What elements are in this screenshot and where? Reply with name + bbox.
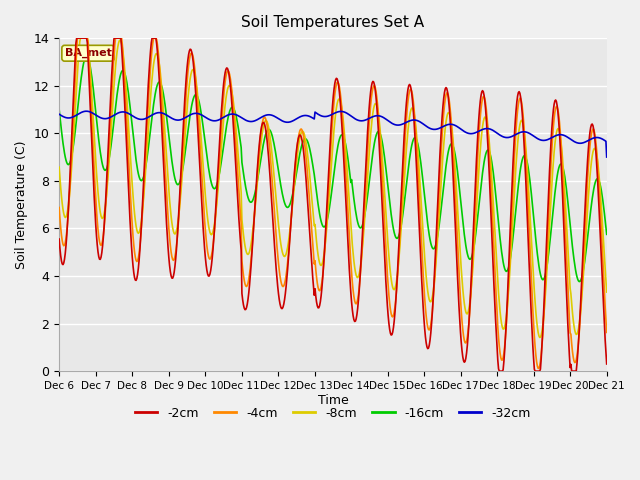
-4cm: [400, 152, 408, 158]
-32cm: [122, 109, 130, 115]
Line: -8cm: -8cm: [59, 38, 607, 337]
Y-axis label: Soil Temperature (C): Soil Temperature (C): [15, 140, 28, 269]
-16cm: [603, 231, 611, 237]
-32cm: [178, 117, 186, 122]
-2cm: [400, 133, 408, 139]
-16cm: [207, 177, 214, 183]
-4cm: [74, 35, 81, 41]
-4cm: [603, 330, 611, 336]
-4cm: [65, 199, 73, 204]
-4cm: [178, 165, 186, 171]
Line: -32cm: -32cm: [59, 111, 607, 157]
-16cm: [178, 171, 186, 177]
-8cm: [55, 164, 63, 170]
-2cm: [416, 244, 424, 250]
-8cm: [77, 35, 84, 41]
-32cm: [207, 117, 214, 123]
-8cm: [603, 289, 611, 295]
-32cm: [603, 154, 611, 160]
-4cm: [122, 106, 130, 112]
Text: BA_met: BA_met: [65, 48, 111, 59]
-32cm: [55, 111, 63, 117]
-4cm: [416, 212, 424, 218]
-16cm: [400, 201, 408, 207]
-2cm: [495, 368, 503, 374]
Line: -4cm: -4cm: [59, 38, 607, 369]
-32cm: [65, 115, 73, 121]
-32cm: [400, 120, 408, 126]
-32cm: [416, 119, 424, 125]
-8cm: [416, 182, 424, 188]
-4cm: [207, 255, 214, 261]
-8cm: [536, 335, 543, 340]
-2cm: [603, 361, 611, 367]
-2cm: [65, 192, 73, 198]
-2cm: [55, 236, 63, 242]
-8cm: [122, 86, 130, 92]
-8cm: [65, 196, 73, 202]
-16cm: [122, 76, 130, 82]
-2cm: [207, 268, 214, 274]
Line: -2cm: -2cm: [59, 38, 607, 371]
-16cm: [65, 161, 73, 167]
-32cm: [83, 108, 90, 114]
Legend: -2cm, -4cm, -8cm, -16cm, -32cm: -2cm, -4cm, -8cm, -16cm, -32cm: [130, 402, 536, 425]
Title: Soil Temperatures Set A: Soil Temperatures Set A: [241, 15, 424, 30]
-16cm: [575, 279, 583, 285]
-8cm: [207, 231, 214, 237]
-4cm: [534, 366, 542, 372]
X-axis label: Time: Time: [317, 394, 348, 407]
Line: -16cm: -16cm: [59, 56, 607, 282]
-16cm: [83, 53, 90, 59]
-2cm: [73, 35, 81, 41]
-16cm: [416, 155, 424, 160]
-8cm: [400, 180, 408, 185]
-8cm: [178, 178, 186, 184]
-4cm: [55, 204, 63, 210]
-2cm: [178, 152, 186, 157]
-16cm: [55, 107, 63, 112]
-2cm: [122, 134, 130, 140]
